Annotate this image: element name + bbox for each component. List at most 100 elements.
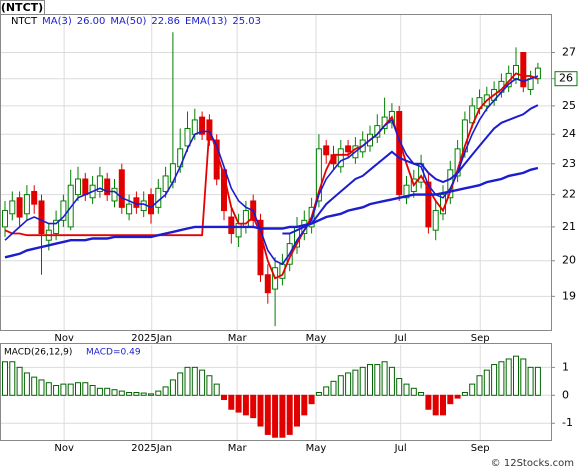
macd-bar bbox=[89, 385, 96, 396]
macd-bar bbox=[294, 394, 300, 427]
macd-bar bbox=[38, 379, 45, 396]
candle-body bbox=[75, 178, 81, 196]
macd-bar bbox=[53, 385, 60, 396]
macd-bar bbox=[257, 394, 264, 427]
macd-bar bbox=[206, 375, 213, 396]
x-tick-label: Jul bbox=[394, 443, 407, 454]
candle-body bbox=[337, 148, 344, 168]
macd-bar bbox=[96, 387, 103, 396]
candle-body bbox=[155, 187, 162, 208]
candle-body bbox=[527, 78, 534, 90]
candle-body bbox=[264, 274, 271, 294]
legend-value: 25.03 bbox=[232, 16, 261, 27]
macd-bar bbox=[199, 369, 206, 396]
macd-bar bbox=[527, 366, 534, 396]
macd-bar bbox=[308, 394, 315, 405]
candle-body bbox=[315, 148, 322, 202]
macd-bar bbox=[315, 392, 322, 396]
indicator-line bbox=[282, 104, 539, 235]
macd-bar bbox=[469, 383, 476, 396]
macd-bar bbox=[323, 386, 330, 396]
ticker-box bbox=[0, 0, 45, 15]
y-tick-label: 24 bbox=[562, 127, 576, 140]
macd-bar bbox=[483, 369, 490, 396]
indicator-line bbox=[4, 75, 539, 266]
macd-bar bbox=[352, 369, 359, 396]
macd-bar bbox=[374, 364, 381, 396]
macd-bar bbox=[23, 372, 30, 396]
x-tick-label: 2025Jan bbox=[131, 333, 172, 344]
macd-bar bbox=[388, 366, 395, 396]
macd-value: MACD=0.49 bbox=[86, 348, 141, 358]
macd-panel-frame bbox=[0, 343, 552, 441]
macd-bar bbox=[403, 383, 410, 396]
candle-body bbox=[513, 64, 519, 80]
last-price: 26 bbox=[559, 72, 573, 85]
macd-bar bbox=[235, 394, 242, 413]
legend-name: EMA(13) bbox=[185, 16, 227, 27]
macd-bar bbox=[155, 390, 162, 396]
macd-bar bbox=[513, 355, 519, 396]
macd-bar bbox=[367, 364, 373, 396]
candle-body bbox=[184, 127, 191, 147]
x-tick-label: Nov bbox=[54, 333, 74, 344]
candle-body bbox=[432, 210, 439, 231]
x-tick-label: 2025Jan bbox=[131, 443, 172, 454]
legend: NTCT MA(3) 26.00 MA(50) 22.86 EMA(13) 25.03 bbox=[11, 16, 261, 27]
macd-bar bbox=[447, 394, 454, 405]
x-tick-label: Jul bbox=[394, 333, 407, 344]
indicator-line bbox=[4, 166, 539, 259]
candle-body bbox=[235, 223, 242, 238]
macd-bar bbox=[272, 394, 279, 438]
macd-bar bbox=[432, 394, 439, 416]
candle-body bbox=[96, 175, 103, 192]
y-tick-label: 19 bbox=[562, 289, 576, 302]
y-tick-label: 22 bbox=[562, 188, 576, 201]
candle-body bbox=[82, 178, 89, 196]
y-tick-label: 25 bbox=[562, 99, 576, 112]
candle-body bbox=[469, 105, 476, 124]
x-tick-label: Nov bbox=[54, 443, 74, 454]
candle-body bbox=[111, 187, 118, 202]
macd-bar bbox=[396, 378, 403, 396]
legend-symbol: NTCT bbox=[11, 16, 38, 27]
legend-value: 26.00 bbox=[77, 16, 106, 27]
macd-bar bbox=[9, 361, 16, 396]
candle-body bbox=[323, 145, 330, 156]
candle-body bbox=[126, 203, 133, 215]
y-tick-label: 1 bbox=[562, 360, 569, 373]
legend-value: 22.86 bbox=[151, 16, 180, 27]
macd-bar bbox=[75, 382, 81, 396]
macd-bar bbox=[534, 366, 541, 396]
macd-bar bbox=[118, 390, 125, 396]
macd-bar bbox=[520, 358, 527, 396]
y-tick-label: 23 bbox=[562, 157, 576, 170]
candle-body bbox=[162, 175, 169, 192]
macd-bar bbox=[381, 361, 388, 396]
y-tick-label: 27 bbox=[562, 46, 576, 59]
macd-bar bbox=[264, 394, 271, 435]
ticker-title: (NTCT) bbox=[1, 1, 43, 14]
macd-bar bbox=[359, 366, 366, 396]
macd-bar bbox=[279, 394, 286, 438]
candle-body bbox=[38, 200, 45, 235]
macd-bar bbox=[162, 386, 169, 396]
legend-name: MA(3) bbox=[42, 16, 72, 27]
x-tick-label: Sep bbox=[471, 333, 490, 344]
x-tick-label: May bbox=[306, 443, 327, 454]
candle-body bbox=[191, 119, 198, 135]
macd-bar bbox=[491, 364, 498, 396]
candle-body bbox=[425, 181, 432, 228]
macd-bar bbox=[140, 392, 147, 396]
macd-bar bbox=[221, 394, 227, 400]
macd-bar bbox=[242, 394, 249, 416]
macd-bar bbox=[191, 366, 198, 396]
macd-bar bbox=[67, 383, 74, 396]
candle-body bbox=[16, 197, 23, 218]
macd-bar bbox=[31, 376, 38, 396]
macd-bar bbox=[133, 392, 140, 396]
candle-body bbox=[140, 200, 147, 212]
legend-name: MA(50) bbox=[110, 16, 146, 27]
macd-bar bbox=[16, 366, 23, 396]
